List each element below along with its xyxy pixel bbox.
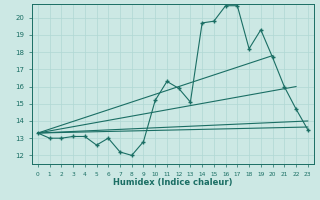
X-axis label: Humidex (Indice chaleur): Humidex (Indice chaleur) — [113, 178, 233, 187]
